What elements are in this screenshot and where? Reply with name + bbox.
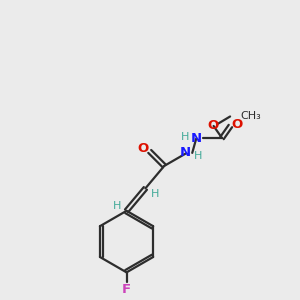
Text: H: H — [151, 189, 159, 199]
Text: CH₃: CH₃ — [240, 112, 261, 122]
Text: O: O — [207, 118, 218, 132]
Text: H: H — [113, 201, 122, 211]
Text: H: H — [194, 151, 202, 161]
Text: O: O — [138, 142, 149, 155]
Text: H: H — [181, 132, 189, 142]
Text: N: N — [191, 131, 202, 145]
Text: O: O — [231, 118, 242, 131]
Text: N: N — [179, 146, 191, 159]
Text: F: F — [122, 283, 131, 296]
